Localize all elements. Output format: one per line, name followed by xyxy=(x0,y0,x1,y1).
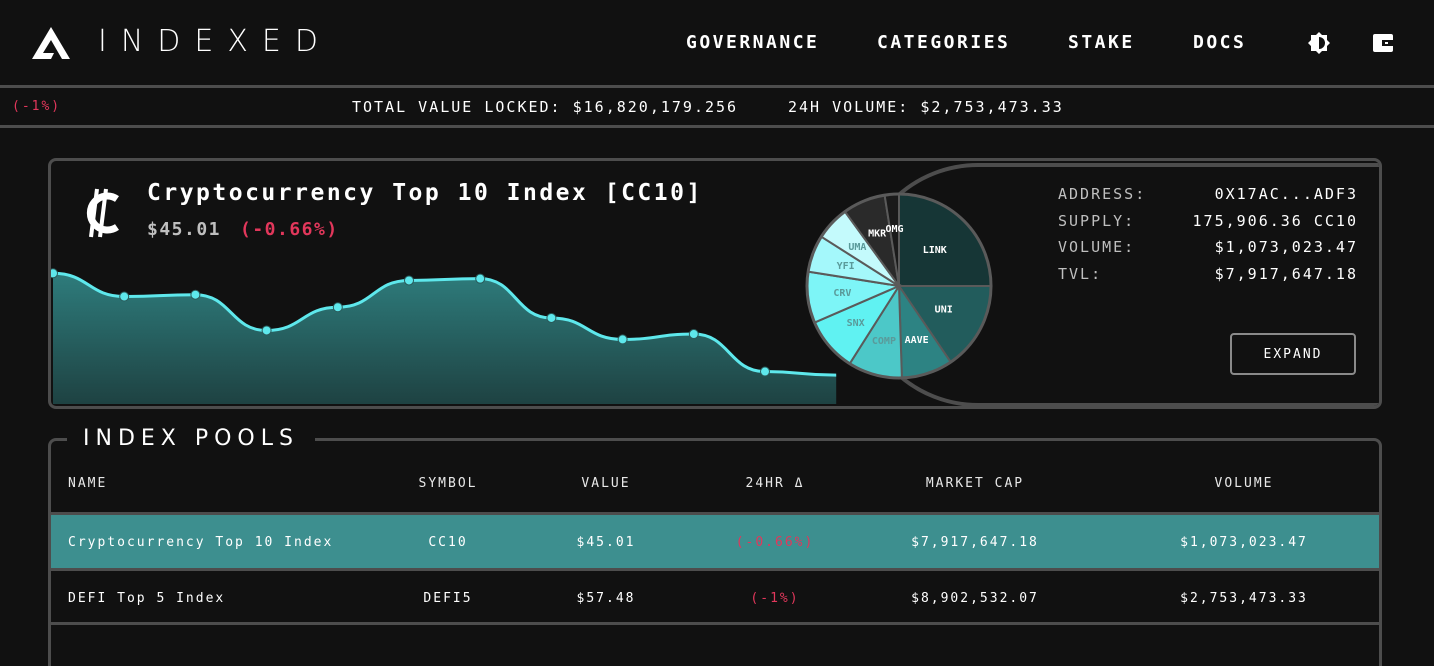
cell-24hr-change: (-0.66%) xyxy=(735,535,815,550)
total-value-locked: TOTAL VALUE LOCKED: $16,820,179.256 xyxy=(352,98,739,116)
pie-label-snx: SNX xyxy=(847,318,865,329)
column-header-market-cap[interactable]: MARKET CAP xyxy=(925,476,1025,491)
stat-value[interactable]: 0X17AC...ADF3 xyxy=(1214,185,1358,203)
table-divider xyxy=(51,622,1379,625)
cell-symbol: CC10 xyxy=(428,535,468,550)
pie-label-aave: AAVE xyxy=(905,335,929,346)
pie-label-link: LINK xyxy=(923,245,947,256)
cell-value: $57.48 xyxy=(576,591,636,606)
nav-docs[interactable]: DOCS xyxy=(1193,32,1247,53)
price-point[interactable] xyxy=(404,275,414,286)
stat-tvl: TVL: $7,917,647.18 xyxy=(1058,265,1358,292)
pie-label-omg: OMG xyxy=(885,224,903,235)
cell-market-cap: $7,917,647.18 xyxy=(911,535,1039,550)
table-divider xyxy=(51,568,1379,571)
table-row[interactable]: Cryptocurrency Top 10 Index CC10 $45.01 … xyxy=(51,515,1379,569)
price-point[interactable] xyxy=(546,312,557,323)
stat-value: 175,906.36 CC10 xyxy=(1192,211,1358,230)
price-point[interactable] xyxy=(617,334,628,345)
stat-label: TVL: xyxy=(1058,264,1103,283)
column-header-name[interactable]: NAME xyxy=(68,476,108,491)
index-price: $45.01 xyxy=(147,219,222,240)
pie-label-uni: UNI xyxy=(935,305,953,316)
cell-name: Cryptocurrency Top 10 Index xyxy=(68,535,334,550)
pie-backdrop xyxy=(858,165,1379,405)
price-point[interactable] xyxy=(475,273,486,284)
price-area-chart xyxy=(51,268,837,404)
stat-label: ADDRESS: xyxy=(1058,185,1147,203)
stat-label: SUPPLY: xyxy=(1058,211,1136,230)
index-price-delta: (-0.66%) xyxy=(240,219,339,240)
pie-label-crv: CRV xyxy=(833,288,851,299)
pie-label-yfi: YFI xyxy=(837,261,855,272)
column-header-symbol[interactable]: SYMBOL xyxy=(418,476,478,491)
wallet-icon[interactable] xyxy=(1371,31,1395,55)
price-point[interactable] xyxy=(261,325,272,336)
price-point[interactable] xyxy=(688,329,699,340)
table-divider xyxy=(51,512,1379,515)
stat-value: $1,073,023.47 xyxy=(1214,238,1358,256)
cell-value: $45.01 xyxy=(576,535,636,550)
cell-volume: $1,073,023.47 xyxy=(1180,535,1308,550)
top-header: INDEXED GOVERNANCE CATEGORIES STAKE DOCS xyxy=(0,0,1434,88)
price-point[interactable] xyxy=(332,302,343,313)
index-stats: ADDRESS: 0X17AC...ADF3 SUPPLY: 175,906.3… xyxy=(1058,185,1358,291)
index-card: Cryptocurrency Top 10 Index [CC10] $45.0… xyxy=(48,158,1382,409)
logo-text[interactable]: INDEXED xyxy=(98,24,332,59)
ticker-delta: (-1%) xyxy=(12,99,62,114)
cell-24hr-change: (-1%) xyxy=(750,591,800,606)
colon-currency-icon xyxy=(86,188,119,238)
cell-volume: $2,753,473.33 xyxy=(1180,591,1308,606)
stats-ticker: (-1%) TOTAL VALUE LOCKED: $16,820,179.25… xyxy=(0,90,1434,128)
price-area-fill xyxy=(53,273,837,404)
pie-outline xyxy=(805,192,993,380)
stat-label: VOLUME: xyxy=(1058,238,1136,256)
pie-label-uma: UMA xyxy=(848,242,866,253)
cell-name: DEFI Top 5 Index xyxy=(68,591,226,606)
table-row[interactable]: DEFI Top 5 Index DEFI5 $57.48 (-1%) $8,9… xyxy=(51,571,1379,625)
24h-volume: 24H VOLUME: $2,753,473.33 xyxy=(788,98,1064,116)
price-point[interactable] xyxy=(119,291,130,302)
stat-value: $7,917,647.18 xyxy=(1214,264,1358,283)
pie-label-mkr: MKR xyxy=(868,228,887,239)
column-header-value[interactable]: VALUE xyxy=(581,476,631,491)
index-title: Cryptocurrency Top 10 Index [CC10] xyxy=(147,180,703,206)
price-point[interactable] xyxy=(190,289,201,300)
column-header-volume[interactable]: VOLUME xyxy=(1214,476,1274,491)
nav-stake[interactable]: STAKE xyxy=(1068,32,1135,53)
indexed-logo-icon[interactable] xyxy=(30,25,72,61)
price-point[interactable] xyxy=(760,366,770,377)
stat-supply: SUPPLY: 175,906.36 CC10 xyxy=(1058,212,1358,239)
brightness-icon[interactable] xyxy=(1307,31,1331,55)
cell-symbol: DEFI5 xyxy=(423,591,473,606)
nav-governance[interactable]: GOVERNANCE xyxy=(686,32,820,53)
nav-categories[interactable]: CATEGORIES xyxy=(877,32,1011,53)
index-pools-panel xyxy=(48,438,1382,666)
expand-button[interactable]: EXPAND xyxy=(1230,333,1356,375)
stat-volume: VOLUME: $1,073,023.47 xyxy=(1058,238,1358,265)
price-point[interactable] xyxy=(51,268,58,279)
stat-address: ADDRESS: 0X17AC...ADF3 xyxy=(1058,185,1358,212)
cell-market-cap: $8,902,532.07 xyxy=(911,591,1039,606)
column-header-24hr-change[interactable]: 24HR Δ xyxy=(745,476,805,491)
index-pools-title: INDEX POOLS xyxy=(67,426,315,451)
pie-label-comp: COMP xyxy=(872,336,896,347)
